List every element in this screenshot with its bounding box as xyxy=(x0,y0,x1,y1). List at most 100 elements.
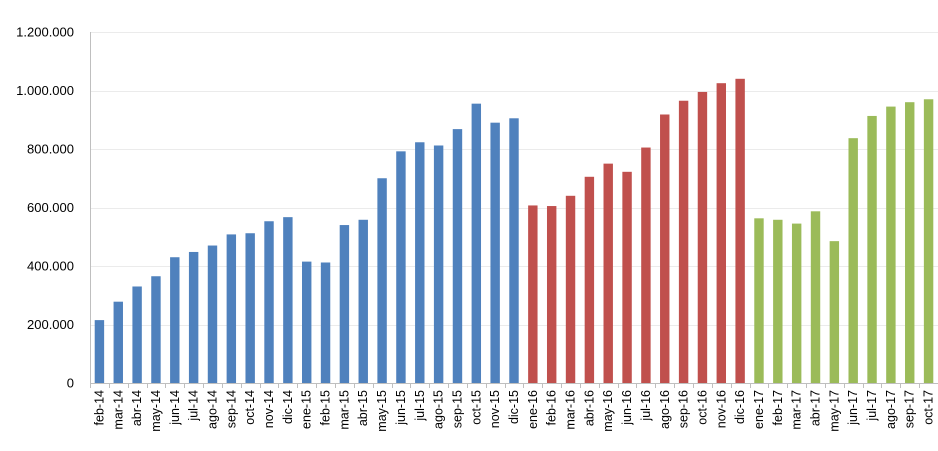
x-tick-label: abr-17 xyxy=(809,390,823,426)
x-tick-label: feb-17 xyxy=(771,390,785,425)
bar xyxy=(358,219,368,383)
bar xyxy=(396,151,406,383)
bar xyxy=(207,245,218,383)
x-tick-label: feb-15 xyxy=(319,390,333,425)
bar xyxy=(320,262,331,383)
x-tick-label: ago-14 xyxy=(205,390,219,429)
bar xyxy=(660,114,670,384)
bar xyxy=(810,211,821,383)
bar xyxy=(716,83,726,383)
bar xyxy=(641,147,651,383)
x-tick-label: ene-17 xyxy=(752,390,766,429)
bar xyxy=(509,118,519,383)
y-tick-label: 1.200.000 xyxy=(16,25,74,40)
x-tick-label: mar-16 xyxy=(564,390,578,430)
x-tick-label: jul-17 xyxy=(865,390,879,422)
x-tick-label: jul-15 xyxy=(413,390,427,422)
x-tick-label: dic-15 xyxy=(507,390,521,424)
x-tick-label: nov-15 xyxy=(488,390,502,428)
bar xyxy=(433,145,444,383)
bar xyxy=(264,221,274,383)
bar xyxy=(528,205,538,383)
bar xyxy=(791,223,802,383)
x-tick-label: oct-16 xyxy=(695,390,709,425)
bar xyxy=(132,286,142,383)
x-tick-label: ago-16 xyxy=(658,390,672,429)
bar xyxy=(94,320,105,383)
x-tick-label: jun-14 xyxy=(168,390,182,426)
y-tick-label: 800.000 xyxy=(27,142,74,157)
bar xyxy=(546,206,557,383)
bar xyxy=(622,171,632,383)
x-tick-label: dic-16 xyxy=(733,390,747,424)
bar xyxy=(905,102,915,383)
x-tick-label: oct-17 xyxy=(922,390,936,425)
x-tick-label: oct-14 xyxy=(243,390,257,425)
x-tick-label: ago-15 xyxy=(432,390,446,429)
bar xyxy=(452,129,463,383)
x-tick-label: nov-14 xyxy=(262,390,276,428)
x-tick-label: jun-15 xyxy=(394,390,408,426)
y-tick-label: 400.000 xyxy=(27,259,74,274)
bar xyxy=(697,91,708,384)
x-tick-label: may-16 xyxy=(601,390,615,432)
bar xyxy=(923,99,934,384)
bar xyxy=(829,241,840,383)
bar xyxy=(603,163,613,384)
x-tick-label: nov-16 xyxy=(714,390,728,428)
bar xyxy=(735,78,745,384)
x-tick-label: sep-15 xyxy=(450,390,464,428)
x-tick-label: mar-14 xyxy=(111,390,125,430)
bar xyxy=(245,233,255,383)
x-tick-label: jul-14 xyxy=(187,390,201,422)
x-tick-label: ene-16 xyxy=(526,390,540,429)
axes xyxy=(90,32,938,388)
bar xyxy=(151,276,161,383)
bar xyxy=(226,234,237,383)
bar xyxy=(565,195,576,383)
bar xyxy=(471,103,482,383)
x-tick-label: sep-16 xyxy=(677,390,691,428)
bar xyxy=(584,176,595,383)
bar xyxy=(490,122,500,384)
bar xyxy=(754,218,764,383)
bars xyxy=(94,78,934,384)
x-tick-label: abr-15 xyxy=(356,390,370,426)
bar xyxy=(302,261,312,383)
x-tick-label: jun-17 xyxy=(846,390,860,426)
bar xyxy=(188,251,199,383)
bar xyxy=(415,142,425,383)
x-tick-label: oct-15 xyxy=(469,390,483,425)
bar xyxy=(339,225,350,383)
x-tick-label: mar-15 xyxy=(337,390,351,430)
x-tick-label: jul-16 xyxy=(639,390,653,422)
x-tick-label: may-14 xyxy=(149,390,163,432)
x-tick-label: ago-17 xyxy=(884,390,898,429)
x-tick-label: abr-14 xyxy=(130,390,144,426)
x-tick-label: ene-15 xyxy=(300,390,314,429)
y-tick-label: 1.000.000 xyxy=(16,83,74,98)
bar xyxy=(113,301,123,383)
x-tick-label: jun-16 xyxy=(620,390,634,426)
bar xyxy=(867,115,877,383)
x-tick-label: may-15 xyxy=(375,390,389,432)
x-tick-label: feb-16 xyxy=(545,390,559,425)
bar xyxy=(773,219,783,383)
x-axis-tick-labels: feb-14 mar-14 abr-14 may-14 jun-14 jul-14 ago-… xyxy=(92,390,935,432)
x-tick-label: feb-14 xyxy=(92,390,106,425)
y-tick-label: 200.000 xyxy=(27,317,74,332)
bar xyxy=(848,138,858,383)
x-tick-label: may-17 xyxy=(827,390,841,432)
y-tick-label: 600.000 xyxy=(27,200,74,215)
y-axis-tick-labels: 0 200.000 400.000 600.000 800.000 1.000.000 1.… xyxy=(16,25,74,391)
x-tick-label: mar-17 xyxy=(790,390,804,430)
x-tick-label: sep-14 xyxy=(224,390,238,428)
bar xyxy=(170,257,180,383)
x-tick-label: abr-16 xyxy=(582,390,596,426)
bar xyxy=(886,106,896,383)
bar xyxy=(678,100,689,384)
x-tick-label: dic-14 xyxy=(281,390,295,424)
bar xyxy=(283,217,293,383)
y-tick-label: 0 xyxy=(67,376,74,391)
